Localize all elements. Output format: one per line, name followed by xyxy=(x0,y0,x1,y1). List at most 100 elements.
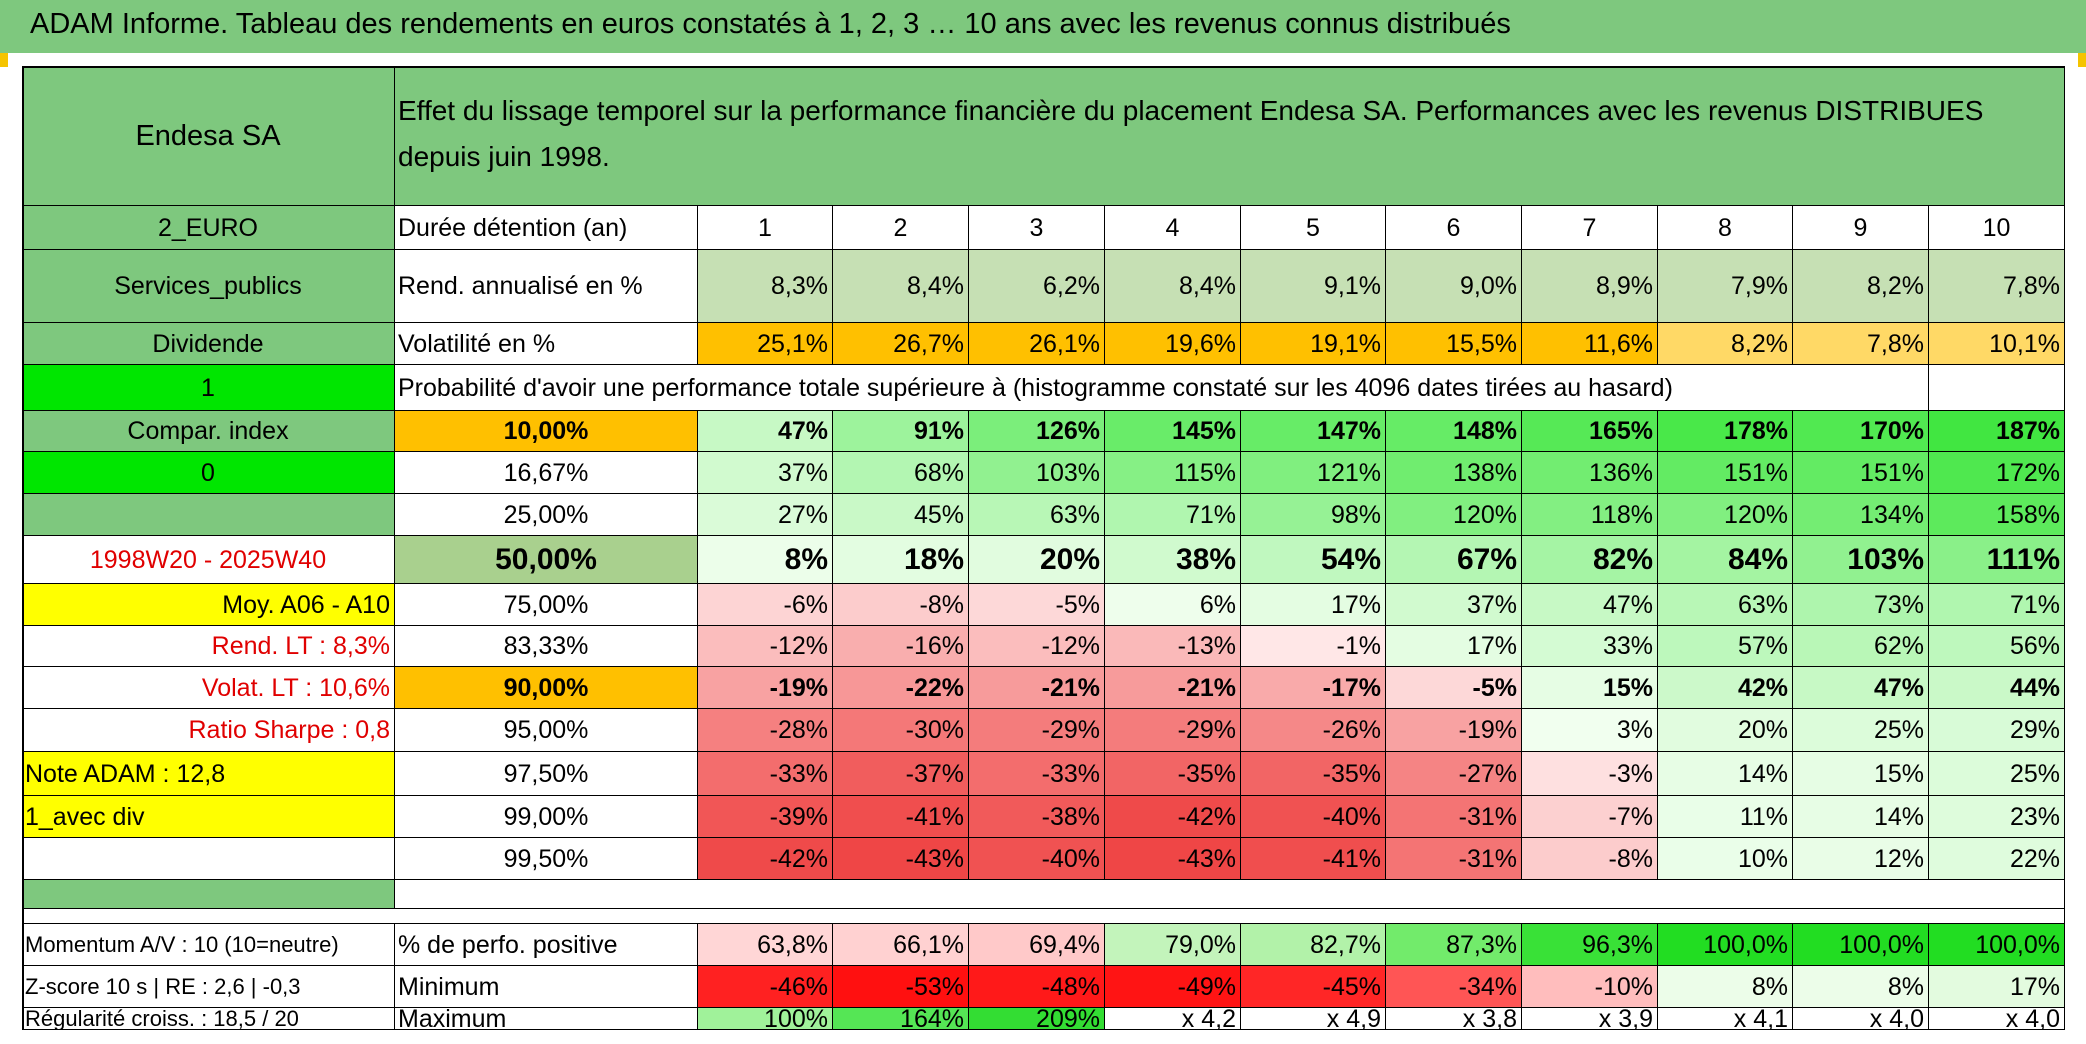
quantile-value: 170% xyxy=(1793,411,1929,452)
positive-value: 63,8% xyxy=(698,924,833,966)
quantile-value: 136% xyxy=(1522,452,1658,494)
positive-value: 96,3% xyxy=(1522,924,1658,966)
stock-name: Endesa SA xyxy=(22,66,395,206)
quantile-value: 103% xyxy=(969,452,1105,494)
quantile-value: 18% xyxy=(833,536,969,584)
quantile-value: -31% xyxy=(1386,838,1522,880)
empty-cell xyxy=(1929,365,2065,411)
quantile-value: 25% xyxy=(1929,752,2065,796)
maximum-value: x 4,1 xyxy=(1658,1008,1793,1030)
quantile-value: 118% xyxy=(1522,494,1658,536)
quantile-value: -8% xyxy=(833,584,969,626)
minimum-label: Minimum xyxy=(395,966,698,1008)
quantile-value: 37% xyxy=(1386,584,1522,626)
rend-value: 8,4% xyxy=(833,250,969,323)
positive-value: 100,0% xyxy=(1929,924,2065,966)
quantile-value: 56% xyxy=(1929,626,2065,667)
quantile-value: -13% xyxy=(1105,626,1241,667)
quantile-value: -16% xyxy=(833,626,969,667)
quantile-value: 15% xyxy=(1522,667,1658,709)
quantile-value: -40% xyxy=(969,838,1105,880)
quantile-value: -17% xyxy=(1241,667,1386,709)
quantile-value: -22% xyxy=(833,667,969,709)
quantile-value: -8% xyxy=(1522,838,1658,880)
quantile-value: 14% xyxy=(1793,796,1929,838)
quantile-value: -29% xyxy=(969,709,1105,752)
flag-one: 1 xyxy=(22,365,395,411)
maximum-value: x 4,0 xyxy=(1793,1008,1929,1030)
quantile-value: 20% xyxy=(969,536,1105,584)
quantile-value: 57% xyxy=(1658,626,1793,667)
quantile-value: 11% xyxy=(1658,796,1793,838)
quantile-value: -19% xyxy=(1386,709,1522,752)
quantile-value: 63% xyxy=(1658,584,1793,626)
quantile-value: 82% xyxy=(1522,536,1658,584)
rend-lt-label: Rend. LT : 8,3% xyxy=(22,626,395,667)
maximum-value: 164% xyxy=(833,1008,969,1030)
quantile-value: -29% xyxy=(1105,709,1241,752)
year-header: 6 xyxy=(1386,206,1522,250)
quantile-label: 97,50% xyxy=(395,752,698,796)
probability-label: Probabilité d'avoir une performance tota… xyxy=(395,365,1929,411)
positive-value: 69,4% xyxy=(969,924,1105,966)
zscore-label: Z-score 10 s | RE : 2,6 | -0,3 xyxy=(22,966,395,1008)
minimum-value: -53% xyxy=(833,966,969,1008)
vol-value: 26,1% xyxy=(969,323,1105,365)
minimum-value: -48% xyxy=(969,966,1105,1008)
rend-value: 9,0% xyxy=(1386,250,1522,323)
year-header: 3 xyxy=(969,206,1105,250)
quantile-value: 145% xyxy=(1105,411,1241,452)
quantile-value: 134% xyxy=(1793,494,1929,536)
year-header: 7 xyxy=(1522,206,1658,250)
quantile-value: 12% xyxy=(1793,838,1929,880)
quantile-value: -26% xyxy=(1241,709,1386,752)
maximum-value: x 3,8 xyxy=(1386,1008,1522,1030)
positive-value: 82,7% xyxy=(1241,924,1386,966)
quantile-value: -21% xyxy=(1105,667,1241,709)
rend-value: 8,3% xyxy=(698,250,833,323)
title-bar: ADAM Informe. Tableau des rendements en … xyxy=(0,0,2086,53)
quantile-value: 54% xyxy=(1241,536,1386,584)
quantile-value: 25% xyxy=(1793,709,1929,752)
quantile-value: 84% xyxy=(1658,536,1793,584)
quantile-value: 6% xyxy=(1105,584,1241,626)
quantile-value: 187% xyxy=(1929,411,2065,452)
quantile-value: -19% xyxy=(698,667,833,709)
moy-label: Moy. A06 - A10 xyxy=(22,584,395,626)
year-header: 5 xyxy=(1241,206,1386,250)
quantile-value: 44% xyxy=(1929,667,2065,709)
maximum-value: 209% xyxy=(969,1008,1105,1030)
quantile-value: -41% xyxy=(833,796,969,838)
quantile-value: -5% xyxy=(1386,667,1522,709)
quantile-value: 47% xyxy=(1522,584,1658,626)
minimum-value: 8% xyxy=(1793,966,1929,1008)
quantile-value: -27% xyxy=(1386,752,1522,796)
quantile-value: -43% xyxy=(1105,838,1241,880)
momentum-label: Momentum A/V : 10 (10=neutre) xyxy=(22,924,395,966)
maximum-value: x 4,9 xyxy=(1241,1008,1386,1030)
rend-value: 8,9% xyxy=(1522,250,1658,323)
quantile-value: -7% xyxy=(1522,796,1658,838)
minimum-value: -45% xyxy=(1241,966,1386,1008)
positive-value: 100,0% xyxy=(1793,924,1929,966)
quantile-value: 98% xyxy=(1241,494,1386,536)
maximum-value: 100% xyxy=(698,1008,833,1030)
quantile-value: -38% xyxy=(969,796,1105,838)
year-header: 4 xyxy=(1105,206,1241,250)
rend-value: 6,2% xyxy=(969,250,1105,323)
quantile-value: 178% xyxy=(1658,411,1793,452)
quantile-value: 27% xyxy=(698,494,833,536)
maximum-value: x 4,2 xyxy=(1105,1008,1241,1030)
rend-value: 8,2% xyxy=(1793,250,1929,323)
quantile-value: 103% xyxy=(1793,536,1929,584)
quantile-value: 10% xyxy=(1658,838,1793,880)
vol-value: 25,1% xyxy=(698,323,833,365)
corner-marker-right xyxy=(2078,53,2086,67)
quantile-value: 42% xyxy=(1658,667,1793,709)
quantile-value: -37% xyxy=(833,752,969,796)
quantile-value: -33% xyxy=(969,752,1105,796)
quantile-value: 71% xyxy=(1929,584,2065,626)
quantile-value: -30% xyxy=(833,709,969,752)
quantile-value: -40% xyxy=(1241,796,1386,838)
quantile-value: -33% xyxy=(698,752,833,796)
